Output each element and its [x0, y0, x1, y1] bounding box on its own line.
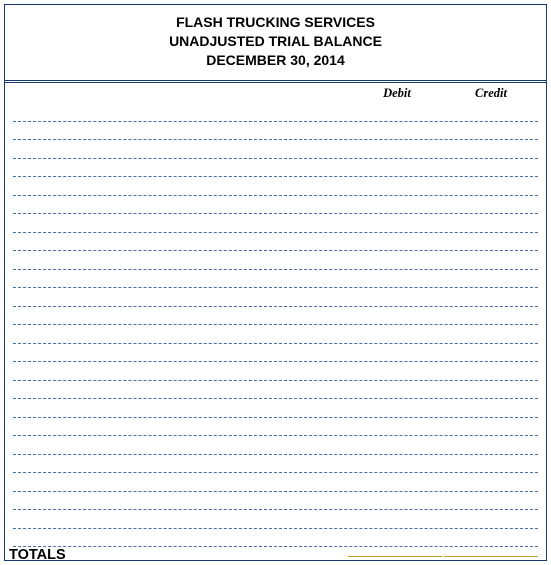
- ledger-row: [13, 399, 538, 418]
- ledger-row: [13, 251, 538, 270]
- report-date: DECEMBER 30, 2014: [5, 51, 546, 70]
- ledger-row: [13, 418, 538, 437]
- ledger-row: [13, 214, 538, 233]
- ledger-row: [13, 510, 538, 529]
- ledger-row: [13, 381, 538, 400]
- ledger-body: Debit Credit TOTALS: [5, 82, 546, 560]
- ledger-lines-area: [5, 103, 546, 547]
- ledger-row: [13, 196, 538, 215]
- ledger-row: [13, 122, 538, 141]
- company-name: FLASH TRUCKING SERVICES: [5, 13, 546, 32]
- report-title: UNADJUSTED TRIAL BALANCE: [5, 32, 546, 51]
- column-header-debit: Debit: [350, 86, 444, 101]
- ledger-row: [13, 270, 538, 289]
- ledger-row: [13, 492, 538, 511]
- ledger-row: [13, 436, 538, 455]
- header-section: FLASH TRUCKING SERVICES UNADJUSTED TRIAL…: [5, 5, 546, 81]
- totals-credit-cell: [444, 556, 538, 560]
- ledger-row: [13, 529, 538, 548]
- ledger-row: [13, 177, 538, 196]
- totals-row: TOTALS: [5, 547, 546, 560]
- ledger-row: [13, 455, 538, 474]
- totals-label: TOTALS: [9, 547, 346, 560]
- totals-debit-cell: [348, 556, 442, 560]
- ledger-row: [13, 473, 538, 492]
- ledger-row: [13, 103, 538, 122]
- ledger-row: [13, 140, 538, 159]
- ledger-row: [13, 325, 538, 344]
- ledger-row: [13, 362, 538, 381]
- ledger-row: [13, 344, 538, 363]
- column-headers: Debit Credit: [5, 83, 546, 103]
- trial-balance-sheet: FLASH TRUCKING SERVICES UNADJUSTED TRIAL…: [4, 4, 547, 561]
- ledger-row: [13, 159, 538, 178]
- ledger-row: [13, 307, 538, 326]
- ledger-row: [13, 233, 538, 252]
- column-header-credit: Credit: [444, 86, 538, 101]
- ledger-row: [13, 288, 538, 307]
- column-account-spacer: [13, 86, 350, 101]
